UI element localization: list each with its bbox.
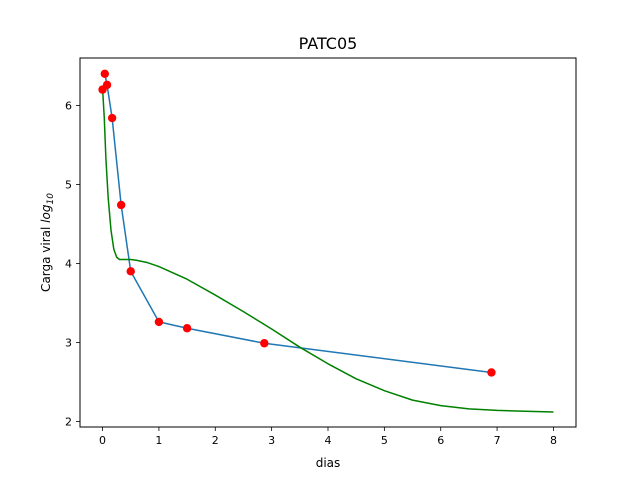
data-point [100, 69, 110, 79]
data-point [154, 317, 164, 327]
x-axis-label: dias [316, 456, 341, 470]
x-tick-label: 1 [155, 434, 162, 447]
plot-layer [98, 69, 554, 413]
x-tick-label: 4 [325, 434, 332, 447]
data-point [102, 80, 112, 90]
data-point [260, 339, 269, 348]
x-tick-label: 5 [381, 434, 388, 447]
data-point [182, 324, 192, 333]
x-tick-label: 7 [494, 434, 501, 447]
x-tick-label: 2 [212, 434, 219, 447]
data-point [107, 113, 117, 123]
y-axis-label: Carga viral log10 [39, 193, 56, 292]
y-tick-label: 6 [65, 99, 72, 112]
y-tick-label: 3 [65, 336, 72, 349]
data-point [487, 368, 496, 377]
y-axis-label-main: Carga viral [39, 223, 53, 292]
fitted-curve-line [101, 87, 554, 413]
y-axis-label-sub: 10 [46, 193, 56, 205]
y-tick-label: 5 [65, 178, 72, 191]
chart-title: PATC05 [299, 34, 358, 53]
y-axis-label-log: log [39, 204, 53, 223]
x-tick-label: 0 [99, 434, 106, 447]
tick-layer: 0 1 2 3 4 5 6 7 8 2 3 4 5 6 [65, 99, 557, 447]
x-tick-label: 3 [268, 434, 275, 447]
data-point [116, 200, 126, 210]
x-tick-label: 8 [550, 434, 557, 447]
y-tick-label: 4 [65, 257, 72, 270]
y-tick-label: 2 [65, 415, 72, 428]
x-tick-label: 6 [437, 434, 444, 447]
data-point [126, 267, 135, 276]
